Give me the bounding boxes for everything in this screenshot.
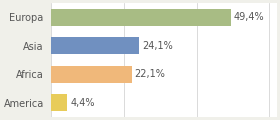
Text: 4,4%: 4,4% — [70, 98, 95, 108]
Bar — [51, 9, 231, 26]
Bar — [51, 94, 67, 111]
Bar — [51, 37, 139, 54]
Text: 49,4%: 49,4% — [234, 12, 264, 22]
Text: 22,1%: 22,1% — [134, 69, 165, 79]
Text: 24,1%: 24,1% — [142, 41, 172, 51]
Bar — [51, 66, 132, 83]
